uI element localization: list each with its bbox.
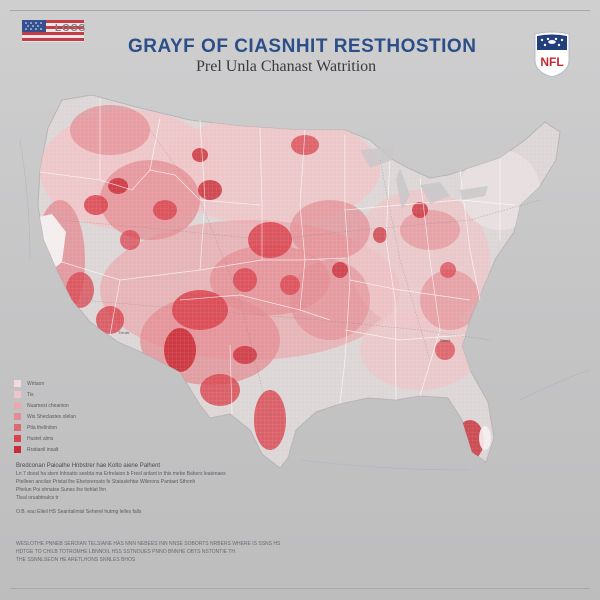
legend-swatch [14,413,21,420]
legend-label: Nuamest cheanion [27,402,69,409]
legend-item: Wis Sheclastes olelan [14,411,76,422]
legend: Wirtaon Tis Nuamest cheanion Wis Sheclastes… [14,378,76,455]
map-label: Bhrelt [440,338,451,343]
state-boundaries [39,98,516,415]
legend-swatch [14,402,21,409]
legend-label: Wis Sheclastes olelan [27,413,76,420]
flag-logo-text: LOSS [55,23,87,34]
page-subtitle: Prel Unla Chanast Watrition [196,58,377,75]
notes-secondary: O.B. eau Elleil HS Seantalimisl Seherel … [16,509,142,515]
legend-label: Wirtaon [27,380,45,387]
legend-swatch [14,391,21,398]
top-rule [10,10,590,11]
legend-item: Tis [14,389,76,400]
legend-swatch [14,424,21,431]
legend-swatch [14,380,21,387]
footer-line: HDTGE TO CHILB TOTROMHE LBNNOIL HSS SSTN… [16,549,236,555]
legend-item: Rratianil insalt [14,444,76,455]
legend-item: Nuamest cheanion [14,400,76,411]
coast-lines [19,139,591,471]
notes-heading: Bredconan Paioalhe Hnbstrer hae Kolto ai… [16,463,161,469]
great-lakes [360,146,488,210]
notes-line: Tleal oruabtnalcs tr [16,495,59,501]
map-label: Tleratr [118,330,130,335]
legend-swatch [14,435,21,442]
legend-item: Hustet alms [14,433,76,444]
legend-label: Ptla thelintion [27,424,58,431]
notes-line: Ptelleen ancilan Pristat lhe Ehetoreroat… [16,479,196,485]
notes-block: Bredconan Paioalhe Hnbstrer hae Kolto ai… [16,462,436,516]
league-logo-text: NFL [540,55,563,69]
legend-label: Hustet alms [27,435,54,442]
league-shield-icon: NFL [534,31,570,78]
bottom-rule [10,588,590,589]
legend-label: Tis [27,391,34,398]
legend-item: Ptla thelintion [14,422,76,433]
legend-swatch [14,446,21,453]
page-title: GRAYF OF CIASNHIT RESTHOSTION [128,36,477,57]
footer-line: WESLOTHE PNNEB SEROIAN TELSIANE HAS NNN … [16,541,281,547]
footer-block: WESLOTHE PNNEB SEROIAN TELSIANE HAS NNN … [16,540,316,564]
notes-line: Phelun Poi ohnatse Sunes lhe tiohlat Ihn [16,487,107,493]
footer-line: THE SSNNLSEON HE ARETLHONS SNNLES BHOS [16,557,136,563]
legend-label: Rratianil insalt [27,446,59,453]
legend-item: Wirtaon [14,378,76,389]
flag-logo-icon [22,20,84,42]
highway-lines [59,129,541,421]
notes-line: Ln 7 doosl ha stem Inhoatto seebta ma Er… [16,471,226,477]
